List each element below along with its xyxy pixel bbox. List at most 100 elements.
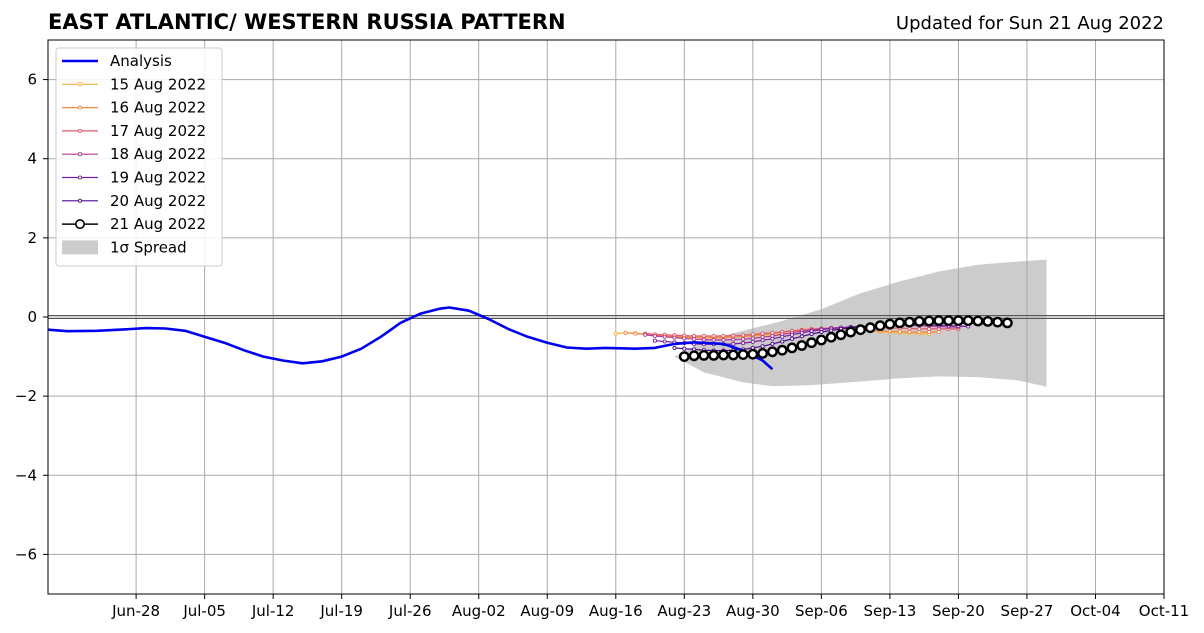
latest-forecast-point (982, 315, 994, 327)
analysis-line (48, 306, 774, 371)
legend-label-forecast: 21 Aug 2022 (110, 215, 206, 233)
latest-forecast-point (727, 349, 739, 361)
forecast-point (701, 333, 706, 339)
forecast-point (643, 332, 648, 337)
legend: Analysis 15 Aug 2022 16 Aug 2022 17 Aug 202… (55, 47, 223, 267)
latest-forecast-point (776, 344, 788, 356)
latest-forecast-point (962, 315, 974, 326)
latest-forecast-point (747, 348, 759, 360)
x-tick-label: Jul-12 (251, 602, 295, 620)
forecast-point (750, 336, 755, 341)
forecast-point (897, 329, 902, 334)
latest-forecast-point (1002, 317, 1013, 329)
x-tick-label: Sep-13 (864, 602, 917, 620)
latest-forecast-point (678, 351, 690, 362)
forecast-point (692, 333, 697, 339)
forecast-point (750, 332, 755, 337)
forecast-point (682, 346, 687, 351)
latest-forecast-point (923, 315, 935, 327)
forecast-point (731, 337, 736, 342)
legend-marker-forecast (77, 82, 83, 87)
latest-forecast-point (806, 337, 817, 349)
forecast-point (799, 330, 804, 335)
y-tick-label: 4 (27, 150, 37, 168)
forecast-point (633, 331, 638, 336)
latest-forecast-point (894, 317, 906, 329)
legend-marker-forecast (75, 219, 86, 230)
forecast-point (789, 336, 795, 341)
forecast-point (780, 339, 785, 344)
y-tick-label: 2 (27, 229, 37, 247)
latest-forecast-point (913, 315, 925, 327)
forecast-point (917, 326, 922, 331)
forecast-point (721, 333, 726, 339)
forecast-point (731, 341, 736, 346)
x-tick-label: Sep-20 (932, 602, 985, 620)
forecast-point (770, 341, 775, 346)
latest-forecast-point (874, 320, 886, 332)
x-tick-label: Sep-06 (795, 602, 848, 620)
x-tick-label: Aug-16 (589, 602, 643, 620)
forecast-point (799, 334, 804, 339)
legend-label-forecast: 20 Aug 2022 (110, 192, 206, 210)
forecast-point (701, 337, 706, 342)
forecast-point (672, 335, 677, 340)
latest-forecast-point (845, 326, 857, 338)
legend-label-spread: 1σ Spread (110, 238, 187, 256)
legend-marker-forecast (77, 198, 83, 203)
latest-forecast-point (953, 315, 964, 326)
y-tick-label: 6 (27, 71, 37, 89)
y-tick-label: −4 (15, 466, 37, 484)
x-tick-label: Jul-05 (182, 602, 226, 620)
forecast-point (789, 332, 795, 337)
latest-forecast-point (698, 349, 710, 361)
legend-label-forecast: 19 Aug 2022 (110, 169, 206, 187)
latest-forecast-point (904, 316, 915, 328)
legend-swatch-spread (62, 240, 98, 255)
forecast-point (711, 337, 716, 343)
y-tick-label: −2 (15, 387, 37, 405)
x-tick-label: Oct-04 (1070, 602, 1120, 620)
x-tick-label: Aug-09 (520, 602, 574, 620)
latest-forecast-point (855, 324, 866, 336)
latest-forecast-point (708, 349, 720, 361)
latest-forecast-point (767, 346, 778, 358)
x-tick-label: Jul-19 (319, 602, 363, 620)
forecast-point (770, 336, 775, 341)
legend-marker-forecast (77, 105, 83, 110)
forecast-point (623, 330, 628, 335)
latest-forecast-point (718, 349, 729, 361)
latest-forecast-point (884, 318, 896, 330)
legend-marker-forecast (77, 128, 83, 133)
chart-subtitle: Updated for Sun 21 Aug 2022 (896, 13, 1164, 34)
forecast-point (721, 337, 726, 343)
forecast-point (672, 345, 677, 350)
x-tick-label: Sep-27 (1001, 602, 1054, 620)
forecast-point (613, 331, 618, 336)
forecast-point (809, 331, 814, 337)
legend-label-forecast: 17 Aug 2022 (110, 122, 206, 140)
x-tick-label: Jul-26 (388, 602, 432, 620)
forecast-point (692, 337, 697, 342)
latest-forecast-point (972, 315, 984, 327)
legend-marker-forecast (77, 152, 83, 157)
legend-label-forecast: 15 Aug 2022 (110, 75, 206, 93)
forecast-point (770, 330, 775, 335)
y-tick-label: 0 (27, 308, 37, 326)
y-tick-label: −6 (15, 545, 37, 563)
latest-forecast-point (796, 340, 808, 351)
latest-forecast-point (737, 349, 749, 360)
legend-box (55, 47, 223, 267)
legend-marker-forecast (77, 175, 83, 180)
forecast-point (760, 338, 765, 343)
latest-forecast-point (933, 315, 945, 326)
latest-forecast-point (688, 350, 700, 362)
forecast-point (741, 333, 746, 338)
forecast-point (652, 333, 657, 339)
latest-forecast-point (816, 334, 827, 346)
forecast-point (780, 334, 785, 339)
forecast-point (741, 341, 746, 346)
legend-label-forecast: 16 Aug 2022 (110, 99, 206, 117)
plot-area: Jun-28 Jul-05 Jul-12 Jul-19 Jul-26 Aug-02 Aug-… (15, 39, 1189, 620)
